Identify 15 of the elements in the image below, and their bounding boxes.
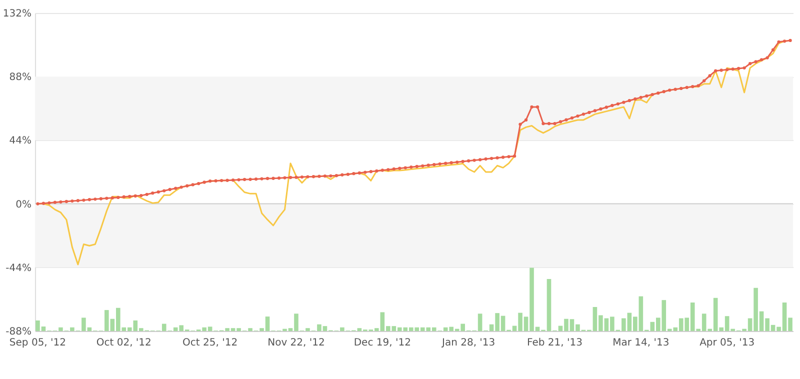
- y-tick-label: 132%: [2, 8, 32, 20]
- x-tick-label: Nov 22, '12: [268, 338, 325, 348]
- y-tick-label: -88%: [6, 326, 32, 338]
- x-tick-label: Feb 21, '13: [527, 338, 582, 348]
- x-tick-label: Jan 28, '13: [440, 338, 496, 348]
- x-tick-label: Dec 19, '12: [354, 338, 411, 348]
- x-tick-label: Apr 05, '13: [700, 338, 755, 348]
- y-tick-label: 88%: [9, 72, 32, 84]
- x-tick-label: Oct 02, '12: [96, 338, 152, 348]
- y-tick-label: 0%: [16, 199, 32, 210]
- x-tick-label: Sep 05, '12: [9, 338, 66, 348]
- x-tick-label: Oct 25, '12: [182, 338, 238, 348]
- y-tick-label: 44%: [9, 136, 32, 147]
- y-tick-label: -44%: [6, 262, 32, 274]
- x-tick-label: Mar 14, '13: [612, 338, 670, 348]
